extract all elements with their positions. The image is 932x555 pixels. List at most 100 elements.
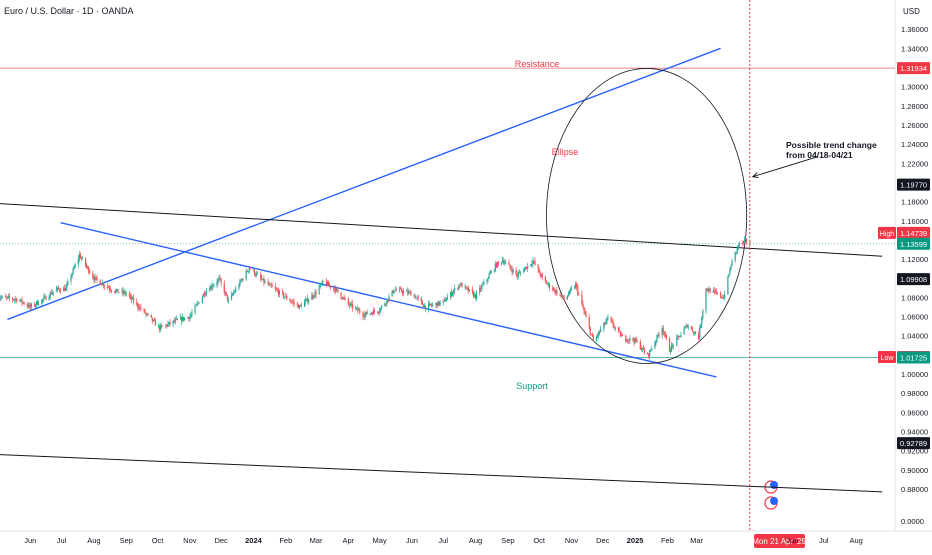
price-label-support: 1.01725 bbox=[900, 354, 927, 363]
candle-body bbox=[262, 278, 264, 280]
candle-body bbox=[590, 333, 592, 335]
arrow-line[interactable] bbox=[752, 156, 819, 178]
candle-body bbox=[684, 326, 686, 329]
candle-body bbox=[66, 284, 68, 288]
candle-body bbox=[224, 292, 226, 294]
note-line-2: from 04/18-04/21 bbox=[786, 150, 853, 160]
candle-body bbox=[261, 278, 263, 280]
trendline-upper-black[interactable] bbox=[0, 203, 883, 257]
candle-body bbox=[546, 283, 549, 285]
candle-body bbox=[595, 336, 598, 342]
candle-body bbox=[312, 295, 314, 298]
candle-body bbox=[516, 274, 518, 277]
candle-body bbox=[223, 283, 225, 294]
candle-body bbox=[399, 288, 402, 290]
candle-body bbox=[235, 288, 237, 292]
candle-body bbox=[698, 333, 700, 339]
candle-body bbox=[669, 350, 672, 352]
candle-body bbox=[395, 289, 397, 291]
candle-body bbox=[202, 293, 205, 297]
candle-body bbox=[225, 292, 227, 295]
candle-body bbox=[585, 313, 587, 317]
candle-body bbox=[50, 292, 52, 295]
time-tick-label: Nov bbox=[183, 536, 197, 545]
candle-body bbox=[187, 317, 189, 319]
candle-body bbox=[742, 240, 745, 243]
candle-body bbox=[203, 293, 206, 295]
candle-body bbox=[662, 328, 664, 333]
candle-body bbox=[108, 287, 111, 290]
candle-body bbox=[416, 297, 418, 299]
candle-body bbox=[257, 273, 259, 275]
candle-body bbox=[291, 301, 293, 303]
candle-body bbox=[191, 312, 193, 315]
candle-body bbox=[691, 328, 694, 332]
candle-body bbox=[51, 292, 53, 295]
candle-body bbox=[333, 287, 335, 289]
candle-body bbox=[183, 317, 185, 320]
candle-body bbox=[21, 299, 23, 303]
candle-body bbox=[246, 270, 248, 272]
candle-body bbox=[665, 334, 667, 339]
candle-body bbox=[384, 303, 386, 307]
candle-body bbox=[582, 303, 584, 308]
candle-body bbox=[420, 298, 422, 302]
candle-body bbox=[57, 287, 60, 290]
candle-body bbox=[188, 317, 190, 320]
price-label-box bbox=[897, 178, 930, 191]
candle-body bbox=[194, 305, 196, 313]
flag-icon[interactable] bbox=[770, 497, 778, 505]
candle-body bbox=[589, 327, 591, 334]
candle-body bbox=[79, 254, 81, 259]
time-tick-label: Dec bbox=[214, 536, 228, 545]
candle-body bbox=[531, 264, 533, 265]
candle-body bbox=[348, 303, 350, 306]
candle-body bbox=[409, 291, 411, 293]
candle-body bbox=[165, 324, 167, 327]
candle-body bbox=[248, 268, 250, 272]
candle-body bbox=[64, 287, 66, 291]
candle-body bbox=[255, 273, 258, 276]
candle-body bbox=[241, 279, 243, 281]
ellipse-drawing[interactable] bbox=[546, 68, 748, 364]
candle-body bbox=[130, 296, 133, 300]
candle-body bbox=[392, 290, 394, 293]
candle-body bbox=[227, 299, 230, 301]
candle-body bbox=[620, 335, 623, 337]
candle-body bbox=[714, 291, 716, 292]
candle-body bbox=[400, 288, 403, 292]
candle-body bbox=[452, 293, 454, 296]
candle-body bbox=[430, 303, 432, 305]
candle-body bbox=[381, 306, 383, 309]
time-tick-label: Jun bbox=[24, 536, 36, 545]
time-tick-label: Jun bbox=[786, 536, 798, 545]
candle-body bbox=[371, 313, 373, 315]
price-tick-label: 1.30000 bbox=[901, 83, 928, 92]
candle-body bbox=[581, 294, 583, 304]
candle-body bbox=[398, 288, 401, 291]
candle-body bbox=[461, 283, 463, 288]
candle-body bbox=[369, 313, 371, 315]
candle-body bbox=[515, 269, 517, 275]
price-label-last: 1.13599 bbox=[900, 240, 927, 249]
candle-body bbox=[614, 327, 616, 329]
time-tick-label: Jul bbox=[819, 536, 829, 545]
price-label-box bbox=[897, 226, 930, 239]
support-label: Support bbox=[516, 381, 548, 391]
candle-body bbox=[89, 272, 91, 274]
candle-body bbox=[505, 262, 507, 264]
trendline-rising[interactable] bbox=[7, 47, 721, 321]
candle-body bbox=[548, 283, 551, 288]
candle-body bbox=[303, 301, 306, 307]
candle-body bbox=[489, 273, 491, 275]
candle-body bbox=[121, 290, 123, 293]
trendline-lower-black[interactable] bbox=[0, 454, 883, 493]
time-tick-label: Jun bbox=[406, 536, 418, 545]
candle-body bbox=[379, 311, 381, 313]
time-tick-label: Dec bbox=[596, 536, 610, 545]
candle-body bbox=[497, 261, 500, 263]
candle-body bbox=[131, 297, 134, 300]
candle-body bbox=[701, 317, 703, 325]
